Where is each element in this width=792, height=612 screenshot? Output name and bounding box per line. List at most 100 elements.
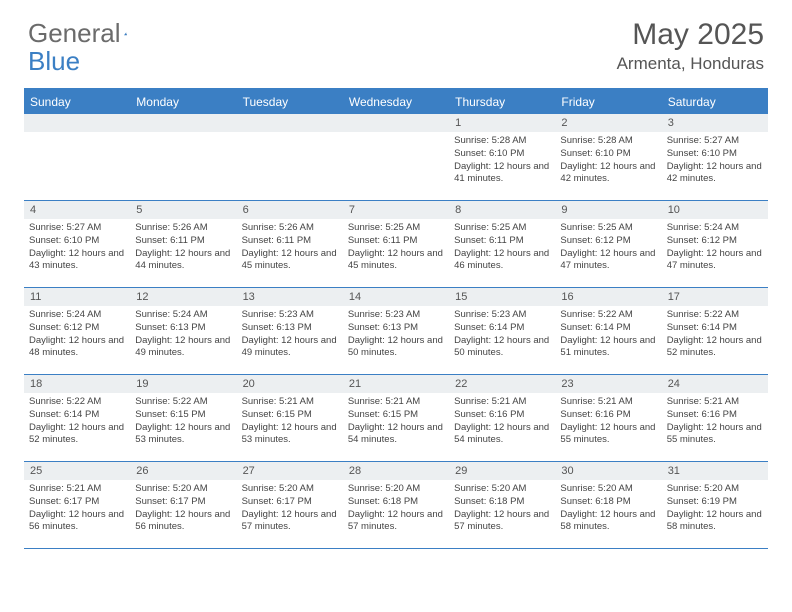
day-body: Sunrise: 5:20 AMSunset: 6:18 PMDaylight:… (555, 480, 661, 538)
day-body: Sunrise: 5:24 AMSunset: 6:12 PMDaylight:… (24, 306, 130, 364)
day-number: 14 (343, 288, 449, 306)
logo-sail-icon (124, 24, 127, 44)
day-body: Sunrise: 5:22 AMSunset: 6:14 PMDaylight:… (555, 306, 661, 364)
day-body: Sunrise: 5:21 AMSunset: 6:16 PMDaylight:… (662, 393, 768, 451)
day-number: 10 (662, 201, 768, 219)
day-body: Sunrise: 5:28 AMSunset: 6:10 PMDaylight:… (449, 132, 555, 190)
dow-row: SundayMondayTuesdayWednesdayThursdayFrid… (24, 90, 768, 114)
day-cell: 26Sunrise: 5:20 AMSunset: 6:17 PMDayligh… (130, 462, 236, 548)
day-number: 30 (555, 462, 661, 480)
location: Armenta, Honduras (617, 54, 764, 74)
day-body: Sunrise: 5:23 AMSunset: 6:13 PMDaylight:… (343, 306, 449, 364)
day-cell: 11Sunrise: 5:24 AMSunset: 6:12 PMDayligh… (24, 288, 130, 374)
day-number (130, 114, 236, 132)
day-body: Sunrise: 5:28 AMSunset: 6:10 PMDaylight:… (555, 132, 661, 190)
day-number: 21 (343, 375, 449, 393)
day-cell: 24Sunrise: 5:21 AMSunset: 6:16 PMDayligh… (662, 375, 768, 461)
day-cell: 1Sunrise: 5:28 AMSunset: 6:10 PMDaylight… (449, 114, 555, 200)
day-cell (24, 114, 130, 200)
day-body: Sunrise: 5:23 AMSunset: 6:13 PMDaylight:… (237, 306, 343, 364)
day-number: 11 (24, 288, 130, 306)
day-cell: 25Sunrise: 5:21 AMSunset: 6:17 PMDayligh… (24, 462, 130, 548)
day-cell: 19Sunrise: 5:22 AMSunset: 6:15 PMDayligh… (130, 375, 236, 461)
day-number: 9 (555, 201, 661, 219)
day-body: Sunrise: 5:21 AMSunset: 6:17 PMDaylight:… (24, 480, 130, 538)
day-number: 28 (343, 462, 449, 480)
day-body: Sunrise: 5:21 AMSunset: 6:16 PMDaylight:… (555, 393, 661, 451)
day-number (24, 114, 130, 132)
day-number (343, 114, 449, 132)
day-cell: 5Sunrise: 5:26 AMSunset: 6:11 PMDaylight… (130, 201, 236, 287)
day-number: 7 (343, 201, 449, 219)
calendar-week: 1Sunrise: 5:28 AMSunset: 6:10 PMDaylight… (24, 114, 768, 201)
day-body: Sunrise: 5:20 AMSunset: 6:18 PMDaylight:… (449, 480, 555, 538)
day-number: 17 (662, 288, 768, 306)
day-body: Sunrise: 5:22 AMSunset: 6:15 PMDaylight:… (130, 393, 236, 451)
day-cell: 3Sunrise: 5:27 AMSunset: 6:10 PMDaylight… (662, 114, 768, 200)
header: General May 2025 Armenta, Honduras (0, 0, 792, 80)
day-cell: 21Sunrise: 5:21 AMSunset: 6:15 PMDayligh… (343, 375, 449, 461)
calendar-week: 11Sunrise: 5:24 AMSunset: 6:12 PMDayligh… (24, 288, 768, 375)
day-body: Sunrise: 5:26 AMSunset: 6:11 PMDaylight:… (237, 219, 343, 277)
day-number: 20 (237, 375, 343, 393)
day-number: 8 (449, 201, 555, 219)
dow-cell: Monday (130, 90, 236, 114)
day-cell: 29Sunrise: 5:20 AMSunset: 6:18 PMDayligh… (449, 462, 555, 548)
day-cell: 4Sunrise: 5:27 AMSunset: 6:10 PMDaylight… (24, 201, 130, 287)
day-body: Sunrise: 5:21 AMSunset: 6:15 PMDaylight:… (237, 393, 343, 451)
day-body: Sunrise: 5:21 AMSunset: 6:15 PMDaylight:… (343, 393, 449, 451)
day-cell: 14Sunrise: 5:23 AMSunset: 6:13 PMDayligh… (343, 288, 449, 374)
day-body: Sunrise: 5:25 AMSunset: 6:11 PMDaylight:… (343, 219, 449, 277)
day-cell: 13Sunrise: 5:23 AMSunset: 6:13 PMDayligh… (237, 288, 343, 374)
day-body: Sunrise: 5:23 AMSunset: 6:14 PMDaylight:… (449, 306, 555, 364)
day-cell: 28Sunrise: 5:20 AMSunset: 6:18 PMDayligh… (343, 462, 449, 548)
day-body: Sunrise: 5:22 AMSunset: 6:14 PMDaylight:… (24, 393, 130, 451)
day-cell: 6Sunrise: 5:26 AMSunset: 6:11 PMDaylight… (237, 201, 343, 287)
dow-cell: Friday (555, 90, 661, 114)
month-title: May 2025 (617, 18, 764, 52)
day-number: 22 (449, 375, 555, 393)
day-number: 12 (130, 288, 236, 306)
day-cell: 8Sunrise: 5:25 AMSunset: 6:11 PMDaylight… (449, 201, 555, 287)
calendar-week: 18Sunrise: 5:22 AMSunset: 6:14 PMDayligh… (24, 375, 768, 462)
day-number: 1 (449, 114, 555, 132)
day-number (237, 114, 343, 132)
day-number: 15 (449, 288, 555, 306)
day-cell: 23Sunrise: 5:21 AMSunset: 6:16 PMDayligh… (555, 375, 661, 461)
day-number: 25 (24, 462, 130, 480)
calendar: SundayMondayTuesdayWednesdayThursdayFrid… (24, 88, 768, 549)
day-cell: 30Sunrise: 5:20 AMSunset: 6:18 PMDayligh… (555, 462, 661, 548)
day-cell (130, 114, 236, 200)
dow-cell: Tuesday (237, 90, 343, 114)
day-body: Sunrise: 5:22 AMSunset: 6:14 PMDaylight:… (662, 306, 768, 364)
day-body: Sunrise: 5:24 AMSunset: 6:13 PMDaylight:… (130, 306, 236, 364)
day-cell: 9Sunrise: 5:25 AMSunset: 6:12 PMDaylight… (555, 201, 661, 287)
logo: General (28, 18, 146, 49)
day-cell: 10Sunrise: 5:24 AMSunset: 6:12 PMDayligh… (662, 201, 768, 287)
logo-text-2: Blue (28, 46, 80, 77)
day-number: 29 (449, 462, 555, 480)
day-body: Sunrise: 5:21 AMSunset: 6:16 PMDaylight:… (449, 393, 555, 451)
day-number: 3 (662, 114, 768, 132)
day-body: Sunrise: 5:20 AMSunset: 6:17 PMDaylight:… (130, 480, 236, 538)
day-cell: 18Sunrise: 5:22 AMSunset: 6:14 PMDayligh… (24, 375, 130, 461)
day-number: 18 (24, 375, 130, 393)
day-body: Sunrise: 5:27 AMSunset: 6:10 PMDaylight:… (662, 132, 768, 190)
day-number: 23 (555, 375, 661, 393)
calendar-week: 25Sunrise: 5:21 AMSunset: 6:17 PMDayligh… (24, 462, 768, 549)
day-cell: 15Sunrise: 5:23 AMSunset: 6:14 PMDayligh… (449, 288, 555, 374)
day-cell: 2Sunrise: 5:28 AMSunset: 6:10 PMDaylight… (555, 114, 661, 200)
day-cell (237, 114, 343, 200)
day-number: 31 (662, 462, 768, 480)
day-number: 4 (24, 201, 130, 219)
day-body: Sunrise: 5:20 AMSunset: 6:18 PMDaylight:… (343, 480, 449, 538)
day-number: 5 (130, 201, 236, 219)
title-block: May 2025 Armenta, Honduras (617, 18, 764, 74)
day-body: Sunrise: 5:20 AMSunset: 6:17 PMDaylight:… (237, 480, 343, 538)
day-number: 24 (662, 375, 768, 393)
dow-cell: Thursday (449, 90, 555, 114)
day-number: 27 (237, 462, 343, 480)
day-cell: 12Sunrise: 5:24 AMSunset: 6:13 PMDayligh… (130, 288, 236, 374)
day-cell: 27Sunrise: 5:20 AMSunset: 6:17 PMDayligh… (237, 462, 343, 548)
day-body: Sunrise: 5:20 AMSunset: 6:19 PMDaylight:… (662, 480, 768, 538)
